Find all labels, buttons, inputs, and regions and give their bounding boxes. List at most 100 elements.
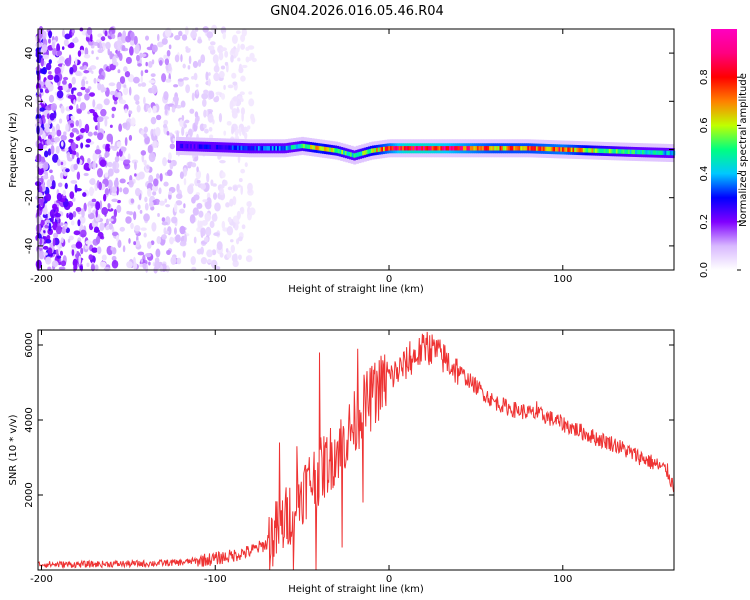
noise-blob — [220, 93, 226, 100]
noise-blob — [95, 56, 99, 60]
noise-blob — [227, 84, 234, 89]
noise-blob — [84, 123, 90, 134]
ridge-core — [198, 144, 201, 149]
ridge-core — [455, 146, 458, 151]
noise-blob — [105, 225, 110, 231]
ridge-core — [292, 144, 295, 150]
noise-blob — [134, 161, 137, 171]
noise-blob — [76, 171, 81, 180]
noise-blob — [144, 69, 149, 74]
noise-blob — [47, 148, 52, 156]
noise-blob — [189, 108, 195, 114]
noise-blob — [229, 198, 234, 207]
noise-blob — [43, 123, 51, 129]
noise-blob — [124, 136, 128, 147]
noise-blob — [104, 118, 108, 127]
figure-title: GN04.2026.016.05.46.R04 — [270, 4, 444, 19]
noise-blob — [142, 262, 147, 270]
ridge-core — [641, 150, 644, 155]
noise-blob — [150, 116, 157, 125]
noise-blob — [248, 98, 255, 107]
ridge-core — [190, 144, 193, 149]
colorbar-tick-label: 0.0 — [699, 262, 710, 278]
noise-blob — [76, 91, 83, 97]
noise-blob — [113, 179, 119, 188]
noise-blob — [119, 99, 127, 105]
snr-panel: -200 -100 0 100 2000 4000 6000 Height of strai… — [8, 329, 675, 595]
ridge-core — [664, 150, 667, 156]
noise-blob — [88, 162, 93, 169]
noise-blob — [237, 236, 243, 242]
ridge-core — [207, 144, 210, 150]
noise-blob — [196, 179, 201, 184]
ridge-core — [263, 146, 266, 151]
ridge-core — [334, 148, 337, 153]
ridge-core — [191, 144, 194, 149]
ridge-core — [516, 146, 519, 151]
ridge-core — [197, 144, 200, 149]
noise-blob — [70, 142, 77, 151]
spectrogram-y-axis-label: Frequency (Hz) — [8, 112, 19, 188]
ridge-core — [240, 145, 243, 151]
ridge-core — [231, 145, 234, 150]
noise-blob — [133, 262, 138, 270]
ridge-core — [523, 146, 526, 151]
noise-blob — [164, 58, 170, 66]
noise-blob — [247, 248, 253, 254]
noise-blob — [111, 231, 119, 237]
ridge-core — [341, 149, 344, 155]
noise-blob — [72, 197, 76, 202]
noise-blob — [36, 153, 42, 163]
noise-blob — [113, 100, 118, 105]
noise-blob — [231, 72, 237, 79]
ridge-core — [416, 146, 419, 151]
ridge-core — [551, 146, 554, 152]
noise-blob — [187, 184, 194, 195]
noise-blob — [236, 210, 241, 220]
noise-blob — [119, 187, 123, 193]
noise-blob — [158, 200, 165, 206]
noise-blob — [64, 223, 68, 230]
noise-blob — [49, 112, 55, 121]
noise-blob — [55, 226, 62, 235]
ridge-core — [440, 146, 443, 151]
ridge-core — [275, 146, 278, 151]
colorbar-ticks: 0.0 0.2 0.4 0.6 0.8 — [699, 69, 741, 278]
x-tick-label: 100 — [553, 574, 572, 585]
noise-blob — [69, 132, 75, 138]
ridge-core — [662, 150, 665, 156]
ridge-core — [421, 146, 424, 151]
noise-blob — [194, 178, 199, 187]
noise-blob — [146, 165, 150, 170]
noise-blob — [176, 257, 182, 265]
ridge-core — [365, 149, 368, 155]
noise-blob — [60, 161, 64, 166]
noise-blob — [71, 150, 77, 155]
noise-blob — [208, 126, 213, 132]
noise-blob — [147, 187, 152, 197]
noise-blob — [40, 57, 44, 67]
ridge-core — [436, 146, 439, 151]
ridge-core — [247, 146, 250, 151]
noise-blob — [134, 240, 141, 248]
noise-blob — [209, 134, 214, 139]
noise-blob — [188, 55, 192, 65]
noise-blob — [111, 33, 116, 40]
noise-blob — [123, 84, 127, 88]
ridge-core — [224, 145, 227, 150]
ridge-core — [400, 146, 403, 151]
noise-blob — [99, 261, 107, 268]
ridge-core — [593, 148, 596, 153]
ridge-core — [530, 146, 533, 151]
noise-blob — [107, 208, 114, 212]
noise-blob — [42, 245, 49, 250]
noise-blob — [75, 241, 83, 249]
noise-blob — [56, 43, 61, 53]
noise-blob — [143, 126, 149, 133]
noise-blob — [45, 256, 52, 265]
ridge-core — [560, 147, 563, 152]
ridge-core — [459, 146, 462, 151]
ridge-core — [320, 146, 323, 151]
noise-blob — [96, 246, 102, 255]
ridge-core — [374, 148, 377, 153]
